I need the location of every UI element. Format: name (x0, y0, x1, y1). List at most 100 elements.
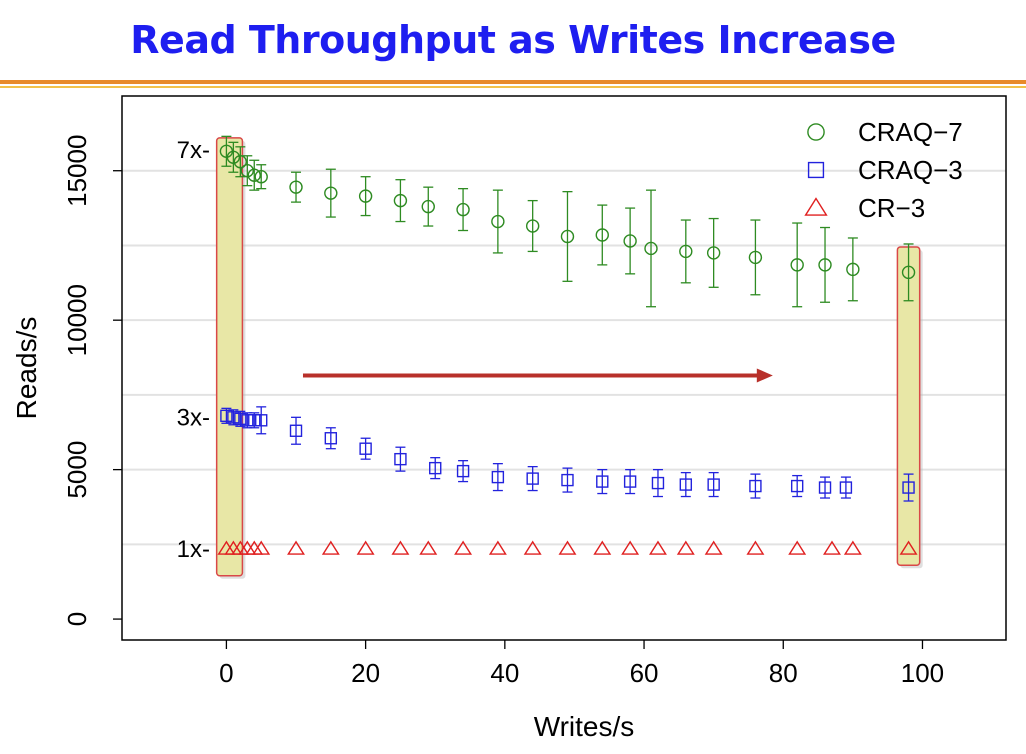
title-divider-primary (0, 80, 1026, 84)
data-point (247, 168, 261, 182)
series-3 (217, 540, 918, 555)
legend-marker (807, 123, 825, 141)
data-point (623, 234, 637, 248)
data-point (902, 481, 915, 494)
data-point (748, 250, 763, 265)
data-point (679, 478, 693, 491)
data-point (324, 186, 338, 200)
data-point (254, 170, 268, 184)
highlight-boxes (215, 137, 923, 579)
data-point (596, 475, 609, 488)
data-point (523, 540, 542, 555)
data-point (240, 164, 254, 178)
axes: 0 20 40 60 80 100 0 5000 10000 15000 7x- 3x- 1x- (62, 135, 944, 688)
highlight-box (215, 137, 244, 577)
data-point (421, 199, 435, 214)
data-point (839, 481, 853, 494)
data-point (823, 540, 841, 555)
x-tick-label: 100 (901, 658, 944, 688)
data-point (901, 265, 916, 280)
data-point (843, 540, 862, 555)
legend-item: CRAQ−3 (807, 155, 963, 185)
data-point (561, 473, 574, 487)
data-point (790, 258, 804, 272)
data-point (394, 452, 407, 466)
x-tick-label: 20 (351, 658, 380, 688)
y-tick-label: 0 (62, 612, 92, 626)
data-point (651, 476, 665, 490)
series-2 (220, 406, 915, 502)
data-point (233, 155, 248, 169)
data-point (749, 479, 762, 493)
x-tick-label: 60 (630, 658, 659, 688)
data-point (790, 479, 804, 493)
data-point (621, 540, 640, 555)
data-point (595, 228, 609, 242)
data-point (255, 414, 268, 427)
data-point (704, 540, 723, 555)
x-tick-label: 40 (490, 658, 519, 688)
data-point (429, 461, 442, 475)
data-point (707, 478, 720, 491)
data-point (526, 472, 539, 485)
grid-lines (122, 169, 1006, 546)
data-point (287, 540, 305, 555)
legend-label: CRAQ−3 (858, 155, 963, 185)
data-point (289, 424, 303, 437)
data-point (456, 464, 470, 478)
data-point (356, 540, 375, 555)
data-point (289, 180, 303, 194)
legend-marker (807, 161, 825, 179)
y-axis-label: Reads/s (11, 317, 42, 420)
y-tick-label: 5000 (62, 441, 92, 499)
slide-title: Read Throughput as Writes Increase (130, 18, 896, 62)
data-point (623, 475, 637, 488)
series-1 (219, 135, 916, 308)
data-point (234, 412, 247, 426)
y-tick-label: 15000 (62, 135, 92, 207)
data-points (217, 135, 918, 555)
legend-label: CRAQ−7 (858, 117, 963, 147)
reference-label: 3x- (177, 404, 210, 431)
data-point (393, 193, 408, 208)
data-point (220, 409, 233, 423)
data-point (679, 244, 693, 259)
trend-arrow-head (756, 368, 773, 383)
data-point (746, 540, 765, 555)
data-point (456, 202, 470, 217)
x-tick-label: 80 (769, 658, 798, 688)
data-point (454, 540, 473, 555)
data-point (488, 540, 507, 555)
data-point (706, 246, 721, 260)
data-point (358, 189, 373, 203)
data-point (359, 442, 372, 455)
legend-marker (804, 197, 828, 216)
data-point (818, 481, 832, 494)
data-point (391, 540, 410, 555)
data-point (560, 229, 575, 244)
legend-item: CRAQ−7 (807, 117, 963, 147)
data-point (818, 258, 832, 272)
data-point (644, 241, 658, 256)
legend: CRAQ−7 CRAQ−3 CR−3 (804, 117, 963, 223)
data-point (491, 214, 505, 229)
data-point (252, 540, 271, 555)
data-point (491, 470, 505, 484)
x-axis-label: Writes/s (534, 711, 635, 742)
data-point (676, 540, 695, 555)
data-point (227, 411, 240, 424)
y-tick-label: 10000 (62, 284, 92, 356)
data-point (419, 540, 438, 555)
data-point (649, 540, 667, 555)
data-point (241, 414, 254, 427)
annotation-layer (302, 368, 773, 383)
data-point (846, 262, 860, 277)
data-point (321, 540, 340, 555)
data-point (248, 414, 261, 427)
data-point (593, 540, 612, 555)
legend-item: CR−3 (804, 193, 925, 223)
x-tick-label: 0 (219, 658, 233, 688)
reference-label: 7x- (177, 137, 210, 164)
data-point (226, 150, 241, 164)
